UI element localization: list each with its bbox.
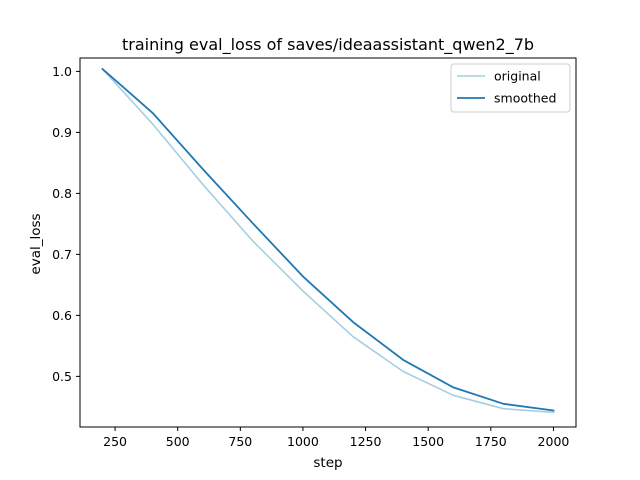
- x-tick-label: 1750: [475, 434, 507, 449]
- x-axis-ticks: 250 500 750 1000 1250 1500 1750 2000: [103, 427, 569, 449]
- x-tick-label: 1000: [287, 434, 319, 449]
- x-tick-label: 250: [103, 434, 127, 449]
- x-tick-label: 1250: [350, 434, 382, 449]
- legend-label-original: original: [494, 69, 541, 84]
- legend-label-smoothed: smoothed: [494, 91, 556, 106]
- x-tick-label: 1500: [412, 434, 444, 449]
- x-axis-label: step: [313, 455, 342, 471]
- y-tick-label: 0.6: [52, 308, 72, 323]
- y-tick-label: 0.9: [52, 125, 72, 140]
- chart-title: training eval_loss of saves/ideaassistan…: [122, 35, 534, 55]
- y-axis-label: eval_loss: [28, 213, 44, 274]
- y-tick-label: 1.0: [52, 64, 72, 79]
- series-line-smoothed: [101, 67, 555, 412]
- x-tick-label: 500: [166, 434, 190, 449]
- legend: original smoothed: [450, 63, 571, 113]
- y-axis-ticks: 0.5 0.6 0.7 0.8 0.9 1.0: [52, 64, 80, 384]
- plot-area-frame: [79, 57, 577, 428]
- x-tick-label: 750: [228, 434, 252, 449]
- x-tick-label: 2000: [538, 434, 570, 449]
- y-tick-label: 0.7: [52, 247, 72, 262]
- series-line-original: [101, 67, 555, 414]
- y-tick-label: 0.5: [52, 369, 72, 384]
- series-layer: [101, 67, 555, 414]
- y-tick-label: 0.8: [52, 186, 72, 201]
